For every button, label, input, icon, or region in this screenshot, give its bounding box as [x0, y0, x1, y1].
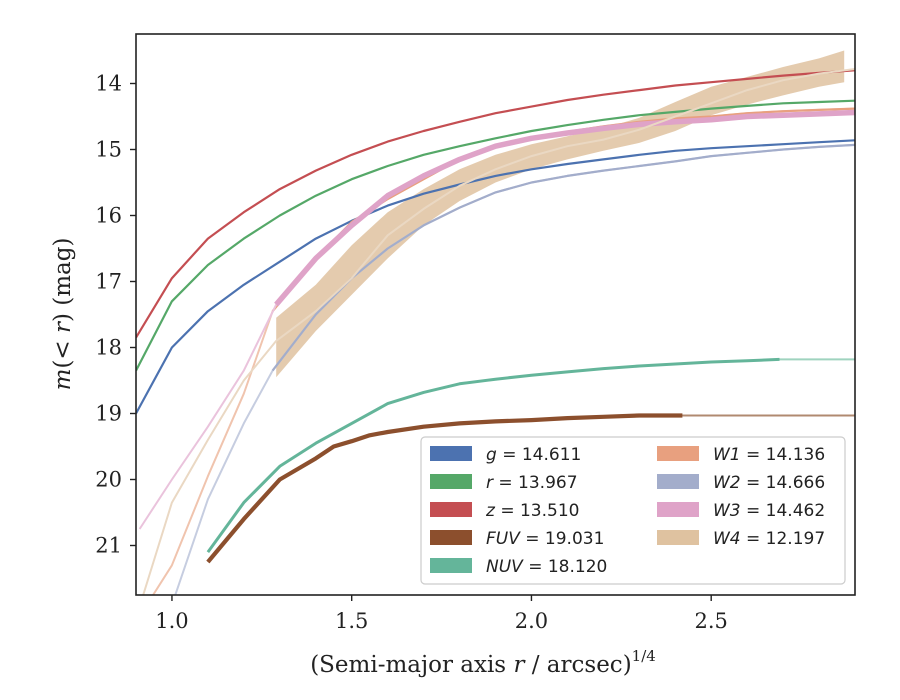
y-tick-label: 15 — [95, 138, 122, 162]
plot-frame — [135, 33, 856, 596]
x-tick-label: 1.5 — [335, 609, 368, 633]
legend-label-r: r = 13.967 — [486, 473, 578, 493]
series-lines — [136, 68, 855, 595]
y-axis-label: m(< r) (mag) — [50, 238, 76, 391]
legend-swatch-w4 — [657, 530, 699, 545]
y-tick-label: 18 — [95, 336, 122, 360]
legend-label-z: z = 13.510 — [485, 501, 579, 521]
line-g — [136, 139, 855, 415]
legend-swatch-r — [430, 474, 472, 489]
x-axis-label-main: (Semi-major axis — [310, 652, 513, 678]
legend-label-w2: W2 = 14.666 — [713, 473, 825, 493]
legend-swatch-w3 — [657, 502, 699, 517]
legend-swatch-nuv — [430, 558, 472, 573]
legend-swatch-w1 — [657, 446, 699, 461]
legend-swatch-g — [430, 446, 472, 461]
legend: g = 14.611 r = 13.967 z = 13.510 FUV = 19.0… — [420, 436, 846, 585]
line-w2 — [271, 143, 855, 372]
y-axis-label-r: r — [50, 320, 76, 333]
legend-swatch-z — [430, 502, 472, 517]
legend-label-fuv: FUV = 19.031 — [486, 529, 604, 549]
legend-label-w3: W3 = 14.462 — [713, 501, 825, 521]
y-axis-label-mid: (< — [50, 333, 76, 369]
legend-box — [420, 436, 846, 585]
line-r — [136, 99, 855, 372]
line-z — [136, 69, 855, 339]
x-axis-ticks: 1.0 1.5 2.0 2.5 — [155, 595, 728, 633]
line-w3 — [274, 109, 855, 307]
x-axis-label: (Semi-major axis r / arcsec)1/4 — [310, 647, 656, 678]
x-axis-label-rest: / arcsec) — [524, 652, 631, 678]
x-tick-label: 2.0 — [515, 609, 548, 633]
y-axis-label-end: ) (mag) — [50, 238, 76, 322]
x-tick-label: 2.5 — [694, 609, 727, 633]
legend-swatch-fuv — [430, 530, 472, 545]
line-fuv — [206, 413, 683, 564]
legend-label-g: g = 14.611 — [486, 445, 581, 465]
y-axis-ticks: 14 15 16 17 18 19 20 21 — [95, 72, 136, 558]
x-axis-label-var: r — [513, 652, 526, 678]
y-tick-label: 20 — [95, 468, 122, 492]
y-tick-label: 14 — [95, 72, 122, 96]
line-w4-extrapolated — [142, 68, 855, 595]
uncertainty-bands — [276, 50, 845, 378]
y-tick-label: 16 — [95, 204, 122, 228]
band-w4 — [276, 50, 845, 378]
legend-label-w1: W1 = 14.136 — [713, 445, 825, 465]
legend-label-w4: W4 = 12.197 — [713, 529, 825, 549]
y-tick-label: 17 — [95, 270, 122, 294]
y-tick-label: 19 — [95, 402, 122, 426]
x-axis-label-exponent: 1/4 — [632, 647, 656, 665]
y-axis-label-m: m — [50, 369, 76, 391]
legend-label-nuv: NUV = 18.120 — [486, 557, 607, 577]
legend-swatch-w2 — [657, 474, 699, 489]
x-tick-label: 1.0 — [155, 609, 188, 633]
line-nuv — [206, 357, 780, 553]
y-tick-label: 21 — [95, 534, 122, 558]
